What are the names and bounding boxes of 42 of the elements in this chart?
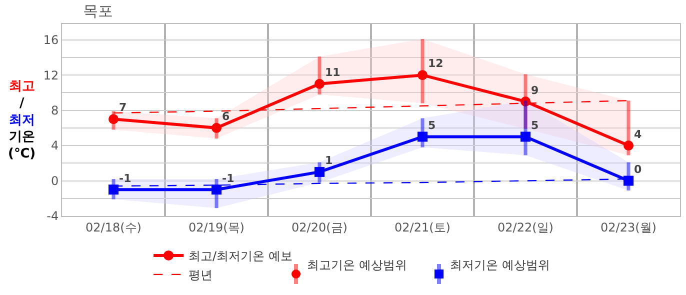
y-tick-label: 12 <box>43 68 59 82</box>
legend-label: 평년 <box>188 268 213 282</box>
text: 최고기온 예상범위 <box>307 258 407 272</box>
data-label: 11 <box>325 66 340 79</box>
data-label: -1 <box>119 172 132 185</box>
y-tick-label: -4 <box>46 209 59 224</box>
data-label: 4 <box>634 128 642 141</box>
point <box>314 78 324 89</box>
x-tick-label: 02/19(목) <box>188 220 244 234</box>
point <box>418 70 428 80</box>
y-axis-title: 최고/최저 기온 (℃) <box>8 79 36 162</box>
data-label: 7 <box>119 101 127 114</box>
point <box>212 122 222 133</box>
data-label: -1 <box>222 172 234 185</box>
legend-label: 최고/최저기온 예보 <box>188 249 292 264</box>
point <box>212 184 222 195</box>
data-label: 5 <box>531 119 539 132</box>
point <box>520 96 530 106</box>
data-label: 6 <box>222 110 230 123</box>
data-label: 12 <box>428 57 444 70</box>
point <box>314 166 324 177</box>
chart-title: 목포 <box>83 2 113 20</box>
y-tick-label: 8 <box>50 104 59 118</box>
y-tick-label: 16 <box>43 33 59 48</box>
y-tick-label: 4 <box>50 138 59 153</box>
x-tick-label: 02/23(월) <box>600 220 656 234</box>
text: 최저기온 예상범위 <box>450 258 550 272</box>
data-label: 9 <box>531 84 539 97</box>
data-label: 1 <box>325 154 333 167</box>
point <box>624 140 634 151</box>
point <box>108 114 118 124</box>
point <box>108 184 118 195</box>
data-label: 0 <box>634 163 642 176</box>
point <box>418 132 428 142</box>
point <box>624 176 634 186</box>
x-tick-label: 02/22(일) <box>498 220 554 234</box>
x-tick-label: 02/20(금) <box>292 220 348 234</box>
data-label: 5 <box>428 119 436 132</box>
x-tick-label: 02/21(토) <box>394 220 450 234</box>
x-tick-label: 02/18(수) <box>86 220 142 234</box>
point <box>520 132 530 142</box>
y-tick-label: 0 <box>50 174 59 188</box>
